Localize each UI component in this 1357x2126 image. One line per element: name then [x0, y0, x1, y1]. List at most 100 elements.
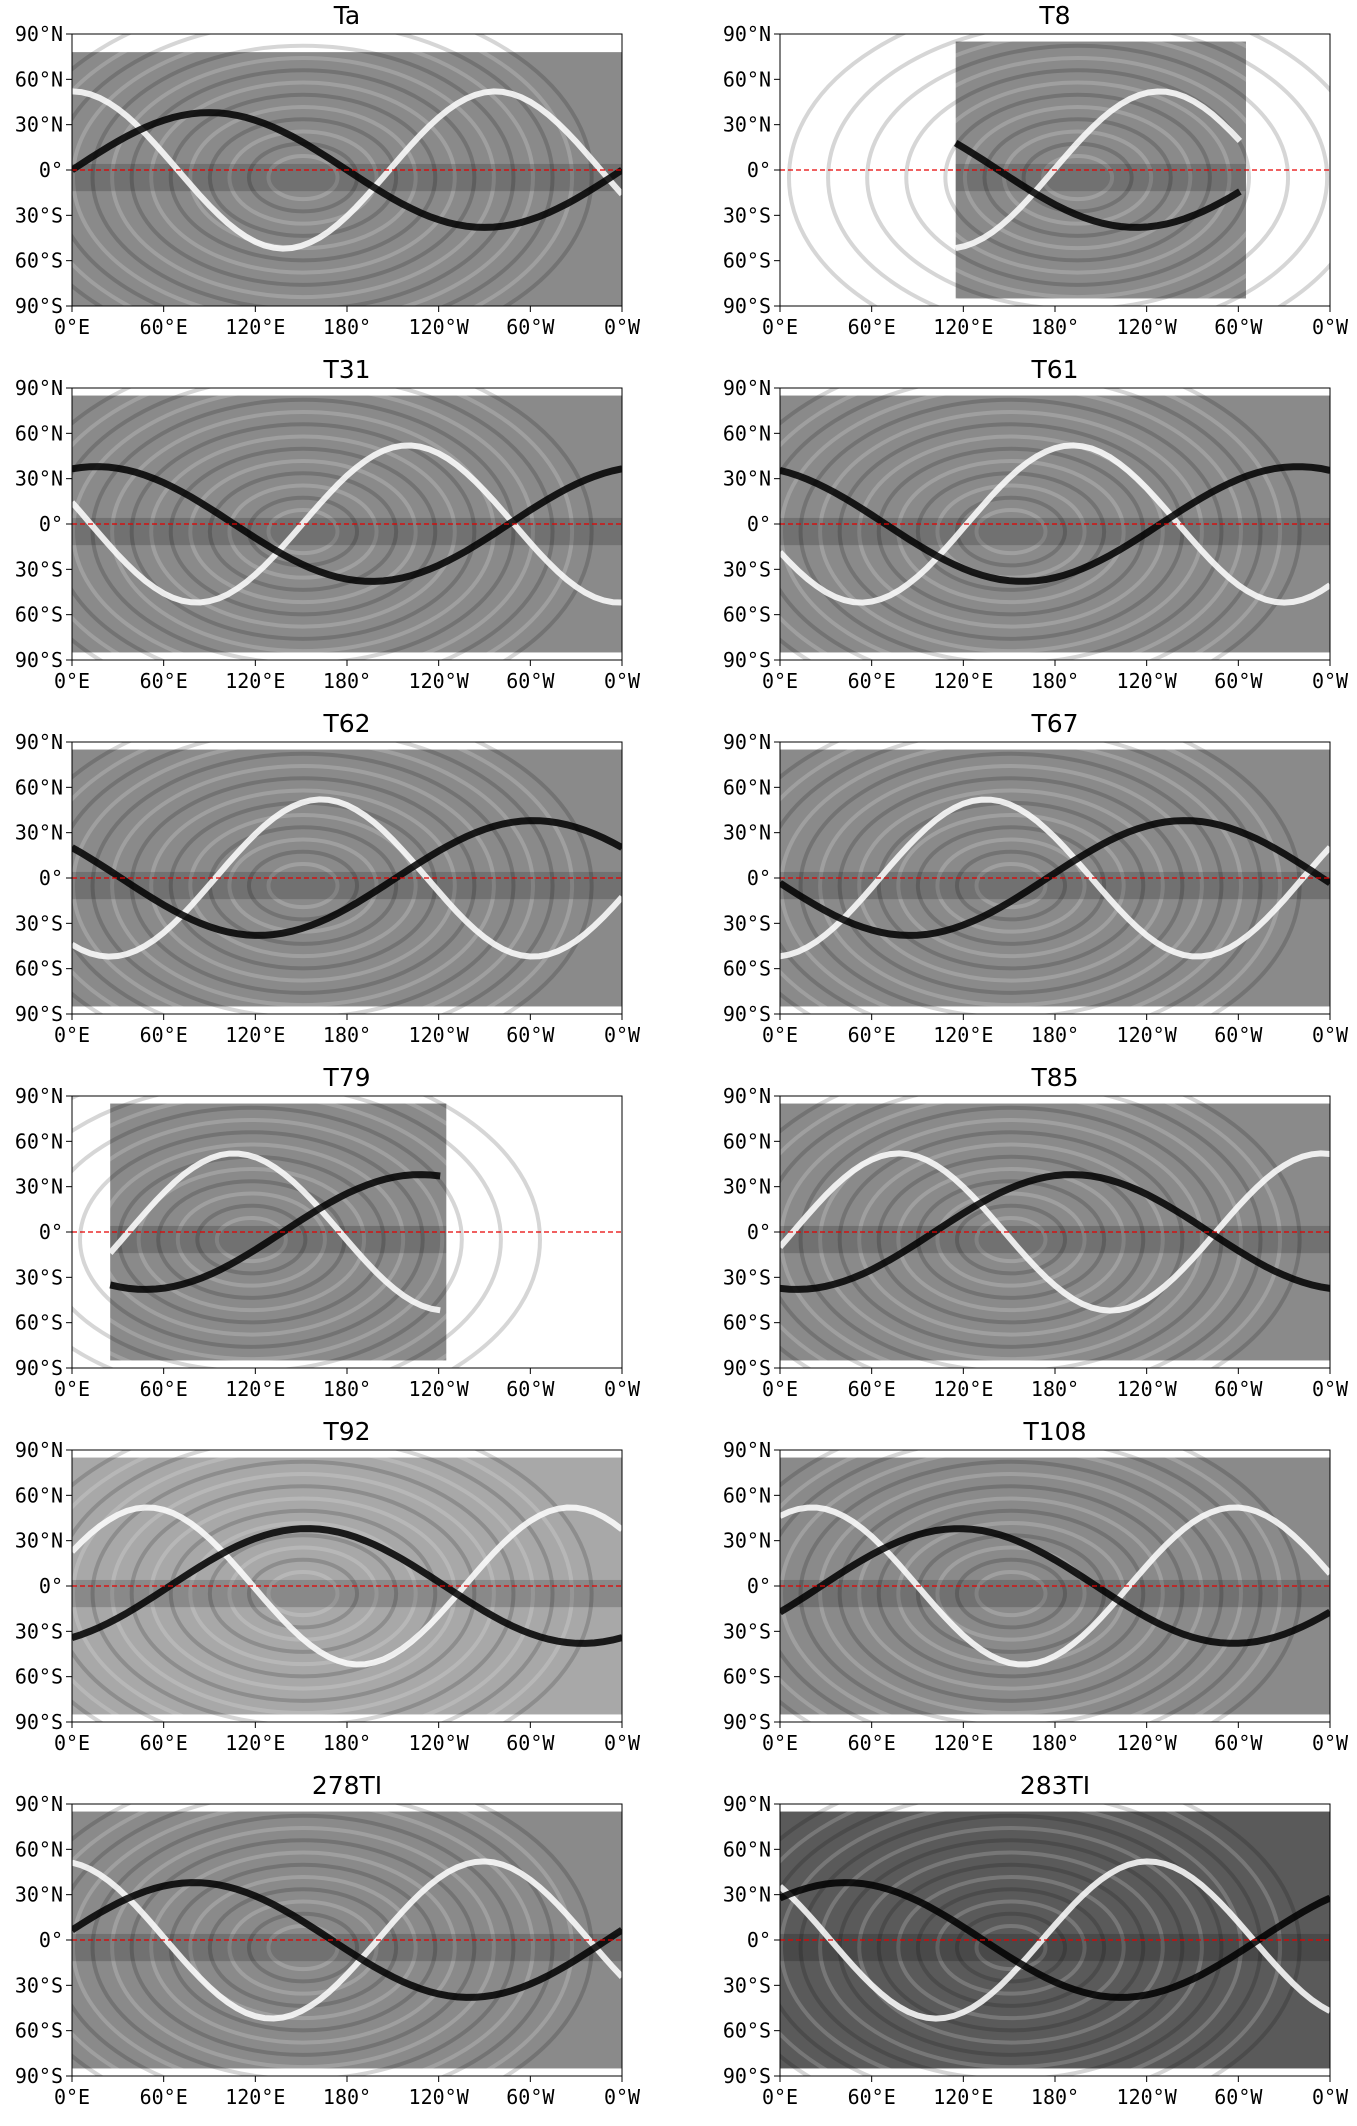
- lon-tick-label: 180°: [1031, 2085, 1079, 2109]
- lat-tick-label: 0°: [747, 1220, 771, 1244]
- lon-tick-label: 60°E: [848, 1731, 896, 1755]
- lon-tick-label: 120°W: [1117, 315, 1178, 339]
- lon-tick-label: 180°: [1031, 1023, 1079, 1047]
- panel-title: Ta: [333, 1, 361, 30]
- lat-tick-label: 30°N: [723, 467, 771, 491]
- lat-tick-label: 60°N: [723, 1837, 771, 1861]
- lon-tick-label: 120°E: [225, 315, 285, 339]
- lat-tick-label: 0°: [747, 512, 771, 536]
- lon-tick-label: 120°E: [225, 1377, 285, 1401]
- lon-tick-label: 180°: [1031, 669, 1079, 693]
- lon-tick-label: 0°W: [1312, 1377, 1349, 1401]
- lat-tick-label: 30°S: [15, 557, 63, 581]
- lat-tick-label: 90°N: [723, 22, 771, 46]
- lon-tick-label: 0°W: [604, 315, 641, 339]
- lon-tick-label: 120°E: [225, 1731, 285, 1755]
- lat-tick-label: 90°S: [15, 294, 63, 318]
- lon-tick-label: 60°W: [506, 1023, 555, 1047]
- lat-tick-label: 60°S: [15, 249, 63, 273]
- lat-tick-label: 90°S: [15, 1710, 63, 1734]
- lon-tick-label: 180°: [323, 2085, 371, 2109]
- lat-tick-label: 60°N: [723, 1483, 771, 1507]
- lon-tick-label: 60°E: [848, 669, 896, 693]
- lon-tick-label: 60°E: [848, 315, 896, 339]
- lon-tick-label: 0°W: [604, 1377, 641, 1401]
- lon-tick-label: 60°E: [140, 669, 188, 693]
- lat-tick-label: 30°S: [723, 203, 771, 227]
- lon-tick-label: 0°E: [54, 1023, 90, 1047]
- lat-tick-label: 30°S: [15, 203, 63, 227]
- lon-tick-label: 120°W: [1117, 2085, 1178, 2109]
- lat-tick-label: 90°S: [723, 1002, 771, 1026]
- lon-tick-label: 60°W: [1214, 2085, 1263, 2109]
- lon-tick-label: 0°E: [762, 1731, 798, 1755]
- lat-tick-label: 0°: [39, 1220, 63, 1244]
- lon-tick-label: 0°E: [762, 315, 798, 339]
- lon-tick-label: 180°: [323, 669, 371, 693]
- lon-tick-label: 0°W: [604, 669, 641, 693]
- lon-tick-label: 180°: [1031, 1731, 1079, 1755]
- lat-tick-label: 90°N: [723, 1084, 771, 1108]
- map-panel: 283TI 90°N 60°N 30°N 0° 30°S 60°S 90°S 0°E 60°E 12…: [708, 1770, 1357, 2124]
- lon-tick-label: 120°W: [409, 1377, 470, 1401]
- lat-tick-label: 90°S: [723, 1356, 771, 1380]
- lon-tick-label: 0°W: [1312, 1023, 1349, 1047]
- lon-tick-label: 60°E: [140, 1023, 188, 1047]
- panel-title: 283TI: [1019, 1771, 1091, 1800]
- lat-tick-label: 0°: [39, 158, 63, 182]
- lon-tick-label: 120°W: [1117, 1023, 1178, 1047]
- lat-tick-label: 90°N: [15, 376, 63, 400]
- lat-tick-label: 90°N: [15, 1438, 63, 1462]
- lat-tick-label: 90°S: [723, 2064, 771, 2088]
- lat-tick-label: 90°N: [15, 730, 63, 754]
- lat-tick-label: 90°S: [15, 1356, 63, 1380]
- lon-tick-label: 0°E: [54, 1731, 90, 1755]
- lat-tick-label: 60°N: [723, 421, 771, 445]
- lat-tick-label: 60°S: [15, 1665, 63, 1689]
- lat-tick-label: 60°S: [723, 249, 771, 273]
- map-axes: 90°N 60°N 30°N 0° 30°S 60°S 90°S0°E 60°E 120°E 18…: [723, 376, 1349, 693]
- lon-tick-label: 60°E: [848, 1377, 896, 1401]
- lat-tick-label: 30°N: [15, 821, 63, 845]
- lon-tick-label: 0°W: [604, 1731, 641, 1755]
- panel-title: T31: [323, 355, 371, 384]
- lon-tick-label: 60°W: [1214, 1377, 1263, 1401]
- lat-tick-label: 60°S: [15, 2019, 63, 2043]
- lon-tick-label: 0°E: [762, 1377, 798, 1401]
- lon-tick-label: 120°W: [1117, 1731, 1178, 1755]
- panel-title: T61: [1031, 355, 1079, 384]
- lat-tick-label: 30°S: [723, 911, 771, 935]
- lat-tick-label: 60°S: [723, 2019, 771, 2043]
- lat-tick-label: 30°S: [15, 1619, 63, 1643]
- lat-tick-label: 60°N: [15, 421, 63, 445]
- lat-tick-label: 90°S: [15, 1002, 63, 1026]
- lat-tick-label: 30°N: [723, 113, 771, 137]
- map-panel: T108 90°N 60°N 30°N 0° 30°S 60°S 90°S 0°E 60°E 120…: [708, 1416, 1357, 1770]
- lon-tick-label: 0°W: [604, 2085, 641, 2109]
- lon-tick-label: 60°W: [506, 1731, 555, 1755]
- lat-tick-label: 0°: [39, 1928, 63, 1952]
- lon-tick-label: 60°W: [1214, 669, 1263, 693]
- lon-tick-label: 120°E: [933, 669, 993, 693]
- map-axes: 90°N 60°N 30°N 0° 30°S 60°S 90°S0°E 60°E 120°E 18…: [15, 22, 641, 339]
- lon-tick-label: 60°W: [506, 1377, 555, 1401]
- map-panel: T79 90°N 60°N 30°N 0° 30°S 60°S 90°S 0°E 60°E 120°…: [0, 1062, 678, 1416]
- lat-tick-label: 30°N: [723, 1529, 771, 1553]
- lat-tick-label: 90°S: [15, 648, 63, 672]
- lat-tick-label: 60°N: [15, 1837, 63, 1861]
- lat-tick-label: 60°N: [15, 1483, 63, 1507]
- lat-tick-label: 60°N: [15, 67, 63, 91]
- lat-tick-label: 90°N: [15, 22, 63, 46]
- lon-tick-label: 0°E: [762, 669, 798, 693]
- lon-tick-label: 180°: [323, 315, 371, 339]
- lon-tick-label: 180°: [323, 1731, 371, 1755]
- lon-tick-label: 120°E: [933, 315, 993, 339]
- lon-tick-label: 120°E: [933, 1023, 993, 1047]
- lon-tick-label: 60°E: [848, 2085, 896, 2109]
- panel-title: T62: [323, 709, 371, 738]
- coverage-area: [72, 52, 622, 306]
- lat-tick-label: 90°N: [15, 1084, 63, 1108]
- lat-tick-label: 60°S: [723, 1665, 771, 1689]
- lon-tick-label: 120°W: [1117, 669, 1178, 693]
- lat-tick-label: 0°: [747, 1928, 771, 1952]
